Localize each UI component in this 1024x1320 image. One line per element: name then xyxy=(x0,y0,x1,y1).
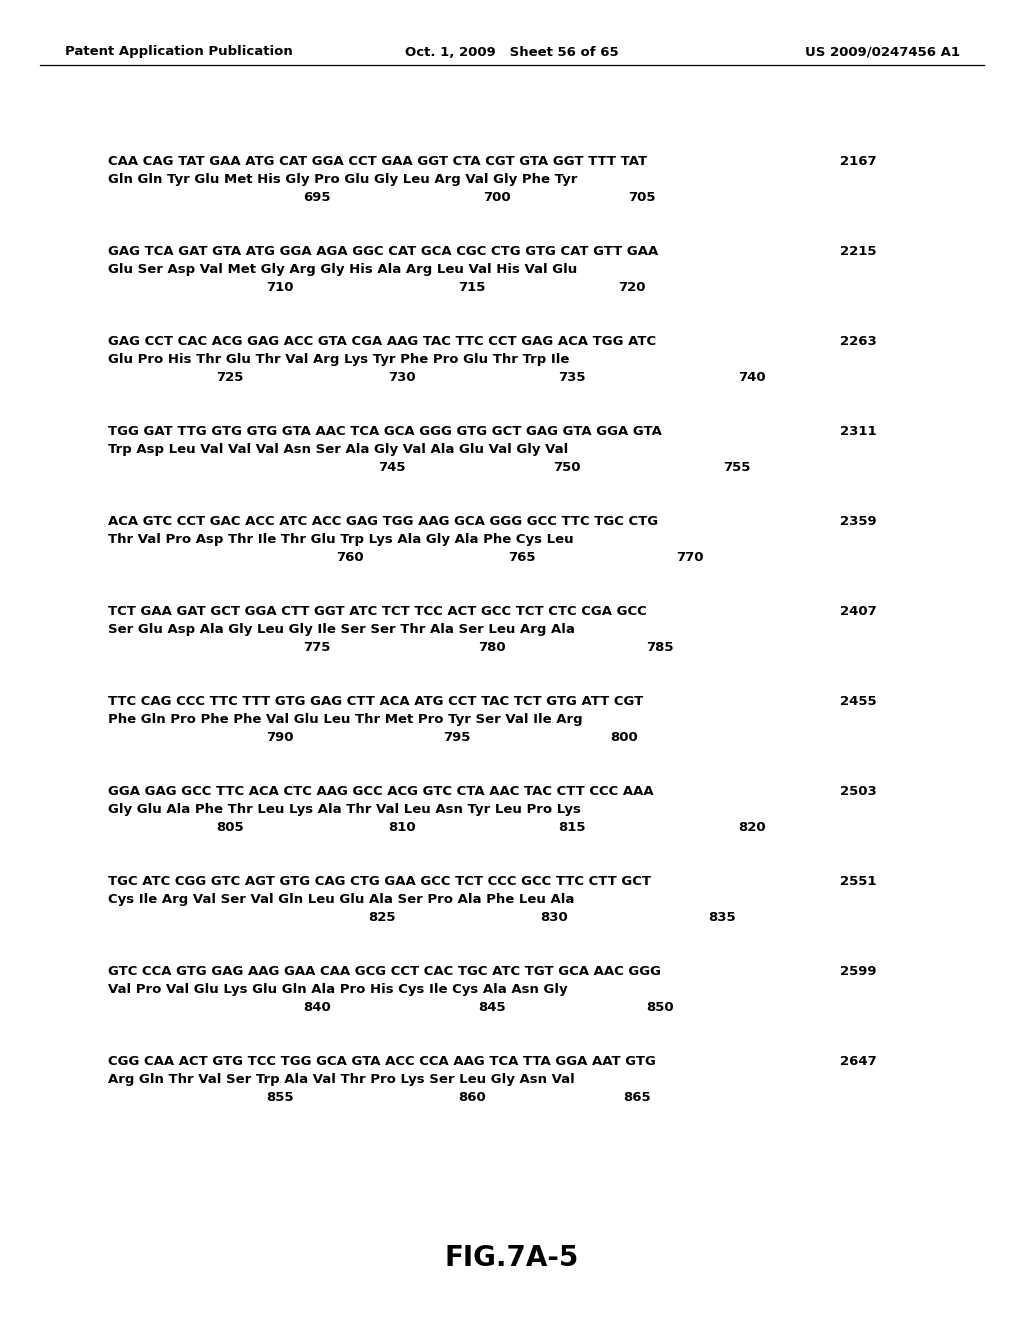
Text: 750: 750 xyxy=(553,461,581,474)
Text: Phe Gln Pro Phe Phe Val Glu Leu Thr Met Pro Tyr Ser Val Ile Arg: Phe Gln Pro Phe Phe Val Glu Leu Thr Met … xyxy=(108,713,583,726)
Text: 780: 780 xyxy=(478,642,506,653)
Text: 2503: 2503 xyxy=(840,785,877,799)
Text: Oct. 1, 2009   Sheet 56 of 65: Oct. 1, 2009 Sheet 56 of 65 xyxy=(406,45,618,58)
Text: 860: 860 xyxy=(458,1092,485,1104)
Text: 2215: 2215 xyxy=(840,246,877,257)
Text: 2455: 2455 xyxy=(840,696,877,708)
Text: 785: 785 xyxy=(646,642,674,653)
Text: CAA CAG TAT GAA ATG CAT GGA CCT GAA GGT CTA CGT GTA GGT TTT TAT: CAA CAG TAT GAA ATG CAT GGA CCT GAA GGT … xyxy=(108,154,647,168)
Text: 720: 720 xyxy=(618,281,645,294)
Text: 790: 790 xyxy=(266,731,294,744)
Text: 730: 730 xyxy=(388,371,416,384)
Text: 835: 835 xyxy=(708,911,735,924)
Text: 825: 825 xyxy=(368,911,395,924)
Text: 770: 770 xyxy=(676,550,703,564)
Text: 715: 715 xyxy=(458,281,485,294)
Text: Patent Application Publication: Patent Application Publication xyxy=(65,45,293,58)
Text: 815: 815 xyxy=(558,821,586,834)
Text: 2167: 2167 xyxy=(840,154,877,168)
Text: Trp Asp Leu Val Val Val Asn Ser Ala Gly Val Ala Glu Val Gly Val: Trp Asp Leu Val Val Val Asn Ser Ala Gly … xyxy=(108,444,568,455)
Text: 2407: 2407 xyxy=(840,605,877,618)
Text: Cys Ile Arg Val Ser Val Gln Leu Glu Ala Ser Pro Ala Phe Leu Ala: Cys Ile Arg Val Ser Val Gln Leu Glu Ala … xyxy=(108,894,574,906)
Text: 2599: 2599 xyxy=(840,965,877,978)
Text: 855: 855 xyxy=(266,1092,294,1104)
Text: 830: 830 xyxy=(540,911,567,924)
Text: 2647: 2647 xyxy=(840,1055,877,1068)
Text: TTC CAG CCC TTC TTT GTG GAG CTT ACA ATG CCT TAC TCT GTG ATT CGT: TTC CAG CCC TTC TTT GTG GAG CTT ACA ATG … xyxy=(108,696,643,708)
Text: 735: 735 xyxy=(558,371,586,384)
Text: TGC ATC CGG GTC AGT GTG CAG CTG GAA GCC TCT CCC GCC TTC CTT GCT: TGC ATC CGG GTC AGT GTG CAG CTG GAA GCC … xyxy=(108,875,651,888)
Text: Val Pro Val Glu Lys Glu Gln Ala Pro His Cys Ile Cys Ala Asn Gly: Val Pro Val Glu Lys Glu Gln Ala Pro His … xyxy=(108,983,567,997)
Text: 695: 695 xyxy=(303,191,331,205)
Text: Arg Gln Thr Val Ser Trp Ala Val Thr Pro Lys Ser Leu Gly Asn Val: Arg Gln Thr Val Ser Trp Ala Val Thr Pro … xyxy=(108,1073,574,1086)
Text: TCT GAA GAT GCT GGA CTT GGT ATC TCT TCC ACT GCC TCT CTC CGA GCC: TCT GAA GAT GCT GGA CTT GGT ATC TCT TCC … xyxy=(108,605,647,618)
Text: 2263: 2263 xyxy=(840,335,877,348)
Text: 765: 765 xyxy=(508,550,536,564)
Text: 810: 810 xyxy=(388,821,416,834)
Text: Glu Pro His Thr Glu Thr Val Arg Lys Tyr Phe Pro Glu Thr Trp Ile: Glu Pro His Thr Glu Thr Val Arg Lys Tyr … xyxy=(108,352,569,366)
Text: 705: 705 xyxy=(628,191,655,205)
Text: 805: 805 xyxy=(216,821,244,834)
Text: 710: 710 xyxy=(266,281,294,294)
Text: 755: 755 xyxy=(723,461,751,474)
Text: Ser Glu Asp Ala Gly Leu Gly Ile Ser Ser Thr Ala Ser Leu Arg Ala: Ser Glu Asp Ala Gly Leu Gly Ile Ser Ser … xyxy=(108,623,574,636)
Text: US 2009/0247456 A1: US 2009/0247456 A1 xyxy=(805,45,961,58)
Text: GGA GAG GCC TTC ACA CTC AAG GCC ACG GTC CTA AAC TAC CTT CCC AAA: GGA GAG GCC TTC ACA CTC AAG GCC ACG GTC … xyxy=(108,785,653,799)
Text: FIG.7A-5: FIG.7A-5 xyxy=(444,1243,580,1272)
Text: GTC CCA GTG GAG AAG GAA CAA GCG CCT CAC TGC ATC TGT GCA AAC GGG: GTC CCA GTG GAG AAG GAA CAA GCG CCT CAC … xyxy=(108,965,662,978)
Text: 840: 840 xyxy=(303,1001,331,1014)
Text: TGG GAT TTG GTG GTG GTA AAC TCA GCA GGG GTG GCT GAG GTA GGA GTA: TGG GAT TTG GTG GTG GTA AAC TCA GCA GGG … xyxy=(108,425,662,438)
Text: Gly Glu Ala Phe Thr Leu Lys Ala Thr Val Leu Asn Tyr Leu Pro Lys: Gly Glu Ala Phe Thr Leu Lys Ala Thr Val … xyxy=(108,803,581,816)
Text: 740: 740 xyxy=(738,371,766,384)
Text: CGG CAA ACT GTG TCC TGG GCA GTA ACC CCA AAG TCA TTA GGA AAT GTG: CGG CAA ACT GTG TCC TGG GCA GTA ACC CCA … xyxy=(108,1055,656,1068)
Text: Thr Val Pro Asp Thr Ile Thr Glu Trp Lys Ala Gly Ala Phe Cys Leu: Thr Val Pro Asp Thr Ile Thr Glu Trp Lys … xyxy=(108,533,573,546)
Text: 745: 745 xyxy=(378,461,406,474)
Text: 700: 700 xyxy=(483,191,511,205)
Text: 725: 725 xyxy=(216,371,244,384)
Text: 775: 775 xyxy=(303,642,331,653)
Text: 845: 845 xyxy=(478,1001,506,1014)
Text: 2359: 2359 xyxy=(840,515,877,528)
Text: 2551: 2551 xyxy=(840,875,877,888)
Text: 850: 850 xyxy=(646,1001,674,1014)
Text: Gln Gln Tyr Glu Met His Gly Pro Glu Gly Leu Arg Val Gly Phe Tyr: Gln Gln Tyr Glu Met His Gly Pro Glu Gly … xyxy=(108,173,578,186)
Text: GAG TCA GAT GTA ATG GGA AGA GGC CAT GCA CGC CTG GTG CAT GTT GAA: GAG TCA GAT GTA ATG GGA AGA GGC CAT GCA … xyxy=(108,246,658,257)
Text: 865: 865 xyxy=(623,1092,650,1104)
Text: GAG CCT CAC ACG GAG ACC GTA CGA AAG TAC TTC CCT GAG ACA TGG ATC: GAG CCT CAC ACG GAG ACC GTA CGA AAG TAC … xyxy=(108,335,656,348)
Text: 820: 820 xyxy=(738,821,766,834)
Text: Glu Ser Asp Val Met Gly Arg Gly His Ala Arg Leu Val His Val Glu: Glu Ser Asp Val Met Gly Arg Gly His Ala … xyxy=(108,263,578,276)
Text: 2311: 2311 xyxy=(840,425,877,438)
Text: 760: 760 xyxy=(336,550,364,564)
Text: ACA GTC CCT GAC ACC ATC ACC GAG TGG AAG GCA GGG GCC TTC TGC CTG: ACA GTC CCT GAC ACC ATC ACC GAG TGG AAG … xyxy=(108,515,658,528)
Text: 795: 795 xyxy=(443,731,470,744)
Text: 800: 800 xyxy=(610,731,638,744)
